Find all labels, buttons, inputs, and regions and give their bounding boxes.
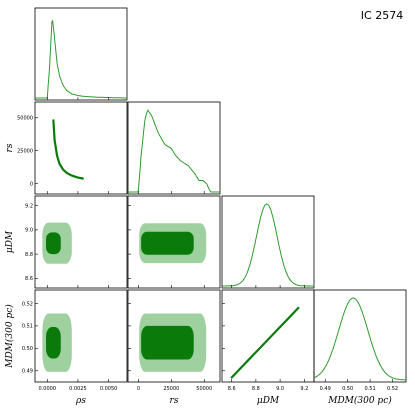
x-tick-label: 0.52 (387, 386, 398, 392)
x-axis-label-r_s: rs (170, 396, 179, 406)
marginal-mu_DM (222, 203, 314, 287)
panel-rho_s-mu_DM (34, 195, 128, 289)
panel-grid: 0.0000 0.0025 0.0050 0 25000 50000 0 25000 50000… (4, 7, 407, 406)
x-axis-label-rho_s: ρs (75, 396, 86, 406)
y-tick-label: 0 (30, 181, 33, 187)
x-tick-label: 0.0025 (69, 386, 87, 392)
x-tick-label: 0 (137, 386, 140, 392)
contour-inner-r_s-M_DM_300pc (141, 325, 194, 360)
panel-rho_s-r_s (34, 101, 128, 195)
y-tick-label: 0.49 (22, 369, 33, 375)
panel-r_s-mu_DM (127, 195, 221, 289)
x-tick-label: 9.0 (276, 386, 284, 392)
panel-M_DM_300pc-M_DM_300pc (313, 289, 407, 383)
marginal-M_DM_300pc (313, 297, 406, 381)
marginal-r_s (128, 109, 220, 193)
contour-inner-rho_s-mu_DM (46, 232, 61, 255)
x-tick-label: 0.0050 (100, 386, 118, 392)
x-tick-label: 0.49 (320, 386, 331, 392)
x-tick-label: 0.51 (365, 386, 376, 392)
contour-inner-rho_s-M_DM_300pc (46, 327, 61, 359)
y-tick-label: 8.8 (25, 252, 33, 258)
joint-mu-M-line (230, 306, 300, 379)
chart-title: IC 2574 (361, 9, 403, 22)
x-axis-label-mu_DM: μDM (257, 396, 280, 406)
y-axis-label-M_DM_300pc: MDM(300 pc) (4, 304, 15, 369)
x-tick-label: 8.8 (252, 386, 260, 392)
y-tick-label: 50000 (17, 116, 33, 122)
y-tick-label: 25000 (17, 148, 33, 154)
y-tick-label: 0.52 (22, 301, 33, 307)
contour-inner-r_s-mu_DM (141, 231, 194, 255)
y-tick-label: 9.2 (25, 203, 33, 209)
panel-rho_s-rho_s (34, 7, 128, 101)
x-tick-label: 8.6 (228, 386, 236, 392)
panel-r_s-r_s (127, 101, 221, 195)
y-tick-label: 0.51 (22, 324, 33, 330)
joint-rho-r-curve (52, 119, 84, 180)
x-tick-label: 0.0000 (39, 386, 57, 392)
x-axis-label-M_DM_300pc: MDM(300 pc) (327, 395, 392, 406)
marginal-rho_s (35, 20, 127, 99)
x-tick-label: 0.50 (342, 386, 353, 392)
y-axis-label-r_s: rs (5, 143, 15, 152)
x-tick-label: 50000 (196, 386, 212, 392)
y-tick-label: 8.6 (25, 276, 33, 282)
y-tick-label: 9.0 (25, 228, 33, 234)
y-axis-label-mu_DM: μDM (5, 230, 15, 253)
panel-rho_s-M_DM_300pc (34, 289, 128, 383)
panel-mu_DM-M_DM_300pc (221, 289, 315, 383)
panel-mu_DM-mu_DM (221, 195, 315, 289)
panel-r_s-M_DM_300pc (127, 289, 221, 383)
x-tick-label: 9.2 (300, 386, 308, 392)
x-tick-label: 25000 (163, 386, 179, 392)
y-tick-label: 0.50 (22, 346, 33, 352)
